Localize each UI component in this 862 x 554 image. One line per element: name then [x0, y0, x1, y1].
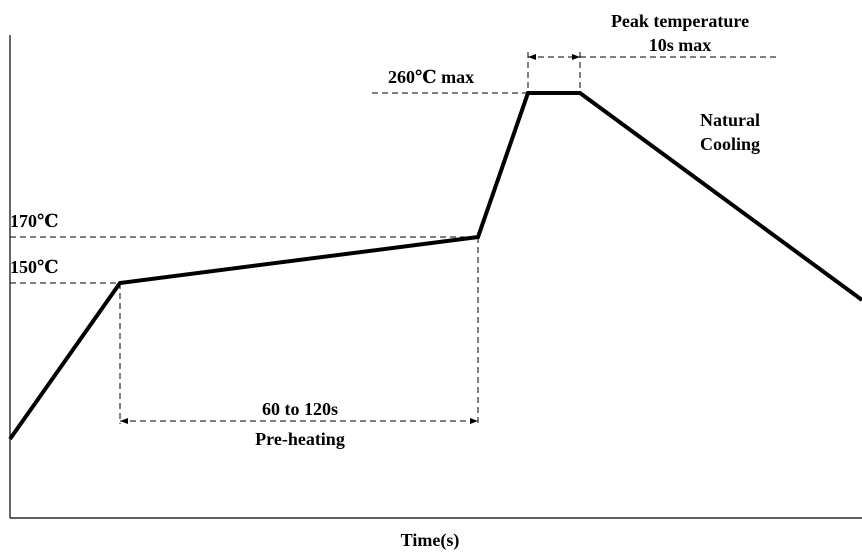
- x-axis-title: Time(s): [400, 530, 460, 550]
- label-natural: Natural: [700, 110, 760, 130]
- label-preheating: Pre-heating: [255, 429, 345, 449]
- arrow-preheat-right: [470, 418, 478, 424]
- arrow-peak-right: [572, 54, 580, 60]
- label-260-max: 260℃ max: [388, 67, 475, 87]
- label-170: 170℃: [10, 211, 59, 231]
- label-peak-temperature: Peak temperature: [610, 11, 750, 31]
- arrow-preheat-left: [120, 418, 128, 424]
- label-preheat-duration: 60 to 120s: [262, 399, 338, 419]
- temperature-profile-line: [8, 91, 862, 441]
- label-150: 150℃: [10, 257, 59, 277]
- arrow-peak-left: [528, 54, 536, 60]
- label-peak-10s: 10s max: [648, 35, 712, 55]
- label-cooling: Cooling: [699, 134, 760, 154]
